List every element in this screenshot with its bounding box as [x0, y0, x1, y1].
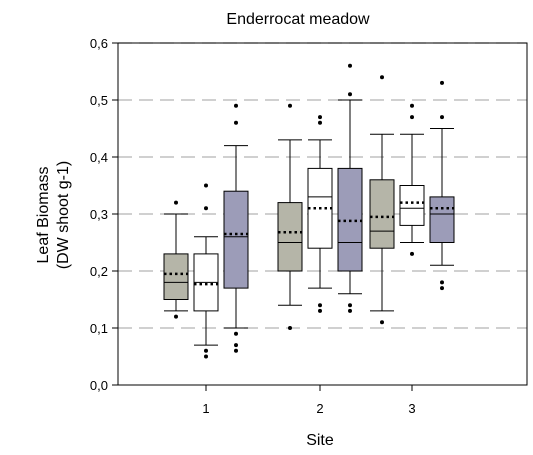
outlier-point — [318, 308, 322, 313]
chart-title: Enderrocat meadow — [226, 11, 370, 28]
box-series — [163, 63, 455, 359]
outlier-point — [348, 92, 352, 97]
y-tick-label: 0,3 — [90, 207, 108, 222]
box — [369, 179, 395, 249]
outlier-point — [440, 115, 444, 120]
y-ticks: 0,0 0,1 0,2 0,3 0,4 0,5 0,6 — [90, 36, 118, 393]
box-plot — [163, 200, 189, 319]
y-tick-label: 0,1 — [90, 321, 108, 336]
box — [223, 190, 249, 289]
outlier-point — [348, 63, 352, 68]
x-axis-label: Site — [306, 432, 334, 449]
box — [163, 253, 189, 300]
outlier-point — [318, 115, 322, 120]
outlier-point — [204, 348, 208, 353]
box-plot — [399, 103, 425, 256]
outlier-point — [318, 303, 322, 308]
y-tick-label: 0,6 — [90, 36, 108, 51]
outlier-point — [348, 308, 352, 313]
outlier-point — [440, 80, 444, 85]
box-plot — [429, 80, 455, 291]
outlier-point — [288, 103, 292, 108]
outlier-point — [288, 326, 292, 330]
outlier-point — [410, 103, 414, 108]
x-tick-label: 3 — [408, 401, 415, 416]
box-plot — [307, 115, 333, 313]
y-tick-label: 0,2 — [90, 264, 108, 279]
outlier-point — [174, 314, 178, 319]
outlier-point — [440, 280, 444, 285]
box — [429, 196, 455, 243]
outlier-point — [204, 206, 208, 211]
outlier-point — [234, 331, 238, 336]
box-plot — [193, 183, 219, 359]
x-tick-label: 1 — [202, 401, 209, 416]
box-plot — [223, 103, 249, 353]
box — [399, 185, 425, 226]
x-ticks: 1 2 3 — [202, 385, 416, 416]
outlier-point — [348, 303, 352, 308]
outlier-point — [410, 115, 414, 120]
y-tick-label: 0,0 — [90, 378, 108, 393]
outlier-point — [174, 200, 178, 205]
outlier-point — [410, 251, 414, 256]
box-plot — [337, 63, 363, 313]
y-axis-label-line2: (DW shoot g-1) — [55, 161, 72, 269]
outlier-point — [234, 348, 238, 353]
outlier-point — [204, 183, 208, 188]
y-tick-label: 0,4 — [90, 150, 108, 165]
outlier-point — [380, 75, 384, 80]
box-plot — [277, 103, 303, 330]
outlier-point — [440, 286, 444, 291]
outlier-point — [204, 354, 208, 359]
outlier-point — [318, 120, 322, 125]
outlier-point — [234, 103, 238, 108]
outlier-point — [234, 343, 238, 348]
outlier-point — [234, 120, 238, 125]
outlier-point — [380, 320, 384, 325]
y-axis-label-line1: Leaf Biomass — [35, 167, 52, 264]
box — [277, 202, 303, 272]
y-tick-label: 0,5 — [90, 93, 108, 108]
x-tick-label: 2 — [316, 401, 323, 416]
box-plot — [369, 75, 395, 325]
